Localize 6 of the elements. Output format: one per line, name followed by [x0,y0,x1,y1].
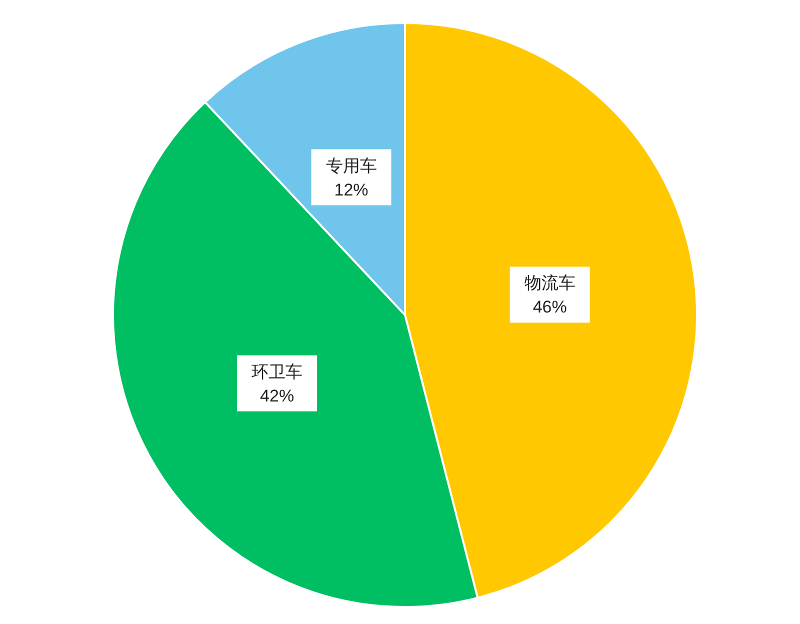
slice-label: 物流车 [524,274,576,294]
slice-label: 专用车 [326,156,377,176]
data-label: 12% [334,180,368,200]
slice-label: 环卫车 [252,362,303,382]
data-label: 46% [532,298,567,317]
data-label: 42% [260,386,294,406]
